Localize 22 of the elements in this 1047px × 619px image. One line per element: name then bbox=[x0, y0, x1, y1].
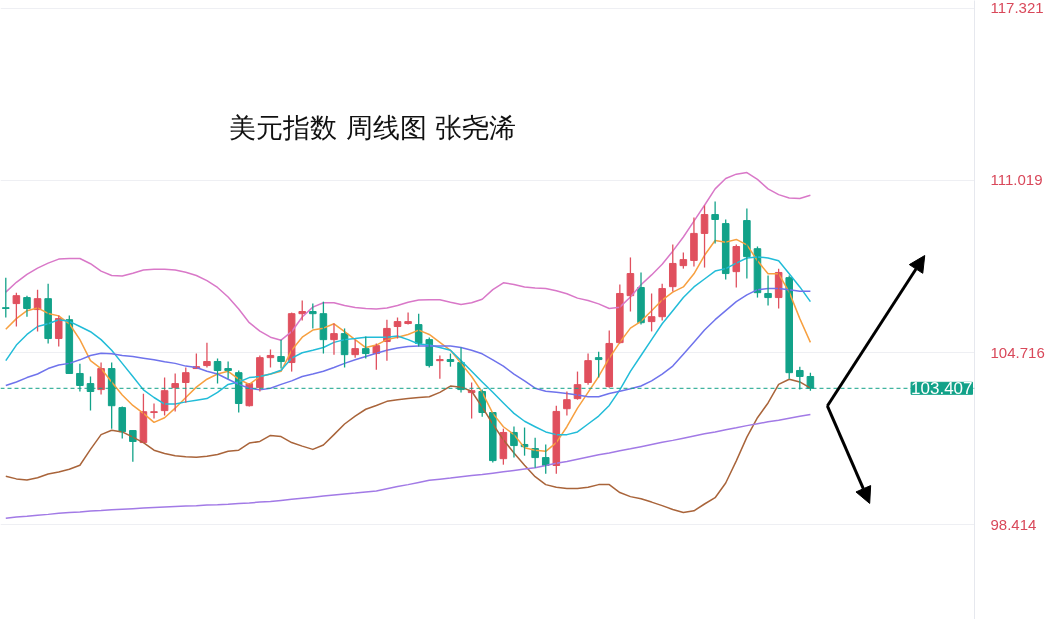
candlestick bbox=[351, 338, 359, 359]
candlestick bbox=[647, 292, 656, 333]
candlestick bbox=[2, 276, 10, 319]
y-tick-label: 98.414 bbox=[990, 515, 1037, 533]
candlestick bbox=[171, 372, 179, 413]
candlestick bbox=[309, 302, 317, 330]
y-tick-label: 104.716 bbox=[990, 343, 1045, 361]
text: 美元指数 周线图 张尧浠 bbox=[229, 111, 517, 143]
candlestick bbox=[150, 402, 158, 420]
candlestick bbox=[668, 243, 677, 293]
line-series bbox=[5, 287, 812, 398]
line-series bbox=[5, 413, 812, 519]
candlestick bbox=[181, 366, 190, 404]
candlestick bbox=[361, 335, 370, 360]
line-series bbox=[5, 256, 812, 436]
line-series bbox=[5, 171, 812, 341]
candlestick bbox=[594, 350, 603, 379]
candlestick bbox=[118, 405, 127, 440]
y-tick-label: 111.019 bbox=[990, 171, 1043, 189]
candlestick bbox=[12, 292, 21, 328]
ref-line-label: 103.407 bbox=[911, 379, 973, 399]
y-tick-label: 117.321 bbox=[990, 0, 1044, 17]
